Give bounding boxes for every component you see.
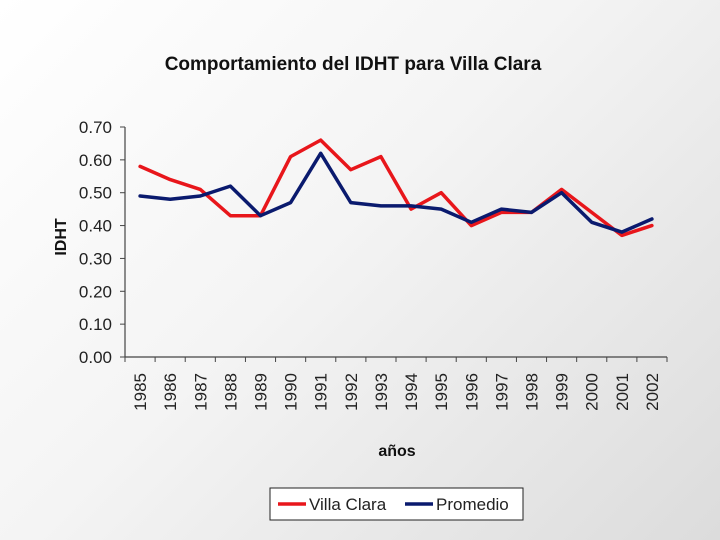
x-tick-label: 1990	[282, 373, 301, 411]
series-line-promedio	[138, 151, 654, 234]
y-tick-label: 0.60	[79, 151, 112, 170]
x-tick-label: 1992	[342, 373, 361, 411]
x-tick-label: 1997	[492, 373, 511, 411]
x-tick-label: 1985	[131, 373, 150, 411]
x-tick-label: 1993	[372, 373, 391, 411]
x-tick-label: 1998	[523, 373, 542, 411]
x-tick-label: 1988	[221, 373, 240, 411]
x-tick-label: 2001	[613, 373, 632, 411]
y-tick-label: 0.70	[79, 118, 112, 137]
legend: Villa Clara Promedio	[269, 487, 524, 521]
x-tick-label: 1987	[191, 373, 210, 411]
x-tick-label: 1996	[462, 373, 481, 411]
y-tick-label: 0.30	[79, 249, 112, 268]
y-tick-label: 0.40	[79, 217, 112, 236]
x-axis-label: años	[378, 443, 415, 460]
x-tick-label: 1994	[402, 373, 421, 411]
y-tick-label: 0.50	[79, 184, 112, 203]
plot-area: 0.00 0.10 0.20 0.30 0.40 0.50 0.60 0.70 1985 1986…	[79, 118, 668, 411]
legend-box	[269, 487, 524, 521]
legend-label: Villa Clara	[309, 495, 387, 514]
y-tick-label: 0.00	[79, 348, 112, 367]
y-tick-label: 0.20	[79, 282, 112, 301]
x-tick-label: 1995	[432, 373, 451, 411]
x-tick-label: 1986	[161, 373, 180, 411]
series-line-villa-clara	[138, 138, 654, 238]
x-tick-label: 1989	[252, 373, 271, 411]
x-tick-label: 2000	[583, 373, 602, 411]
legend-label: Promedio	[436, 495, 509, 514]
chart-title: Comportamiento del IDHT para Villa Clara	[165, 54, 542, 75]
y-axis-label: IDHT	[53, 218, 70, 256]
x-tick-label: 2002	[643, 373, 662, 411]
x-tick-label: 1991	[312, 373, 331, 411]
y-tick-label: 0.10	[79, 315, 112, 334]
x-tick-label: 1999	[553, 373, 572, 411]
